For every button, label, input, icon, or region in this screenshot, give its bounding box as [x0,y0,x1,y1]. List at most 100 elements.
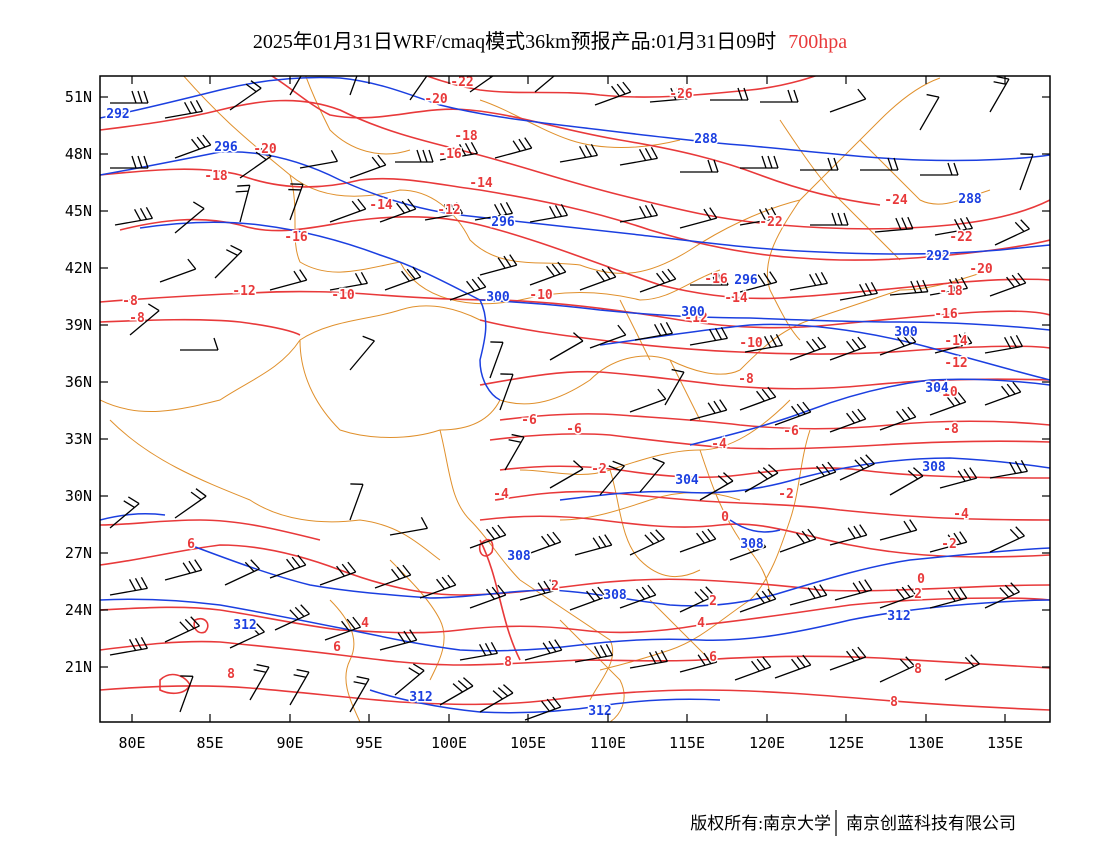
wind-barb [439,677,474,706]
wind-barb [680,159,719,173]
wind-barb [879,519,918,541]
wind-barb [774,401,812,426]
isotherm-label: -14 [369,198,393,213]
wind-barb [424,201,463,221]
wind-barb [664,368,685,406]
wind-barb [249,663,270,701]
isotherm-label: -12 [944,356,967,371]
height-label: 300 [894,325,918,340]
isotherm-label: -20 [969,262,993,277]
wind-barb [299,149,338,169]
wind-barb [289,668,310,706]
wind-barb [920,162,959,176]
isotherm-label: 6 [187,537,195,552]
wind-barb [939,467,978,489]
isotherm-label: -16 [704,272,728,287]
wind-barb [379,198,417,223]
isotherm-label: 6 [709,650,717,665]
height-label: 312 [409,690,432,705]
isotherm-label: 0 [917,572,925,587]
wind-barb [114,206,153,226]
isotherm-label: -18 [454,129,478,144]
height-label: 308 [922,460,946,475]
wind-barb [874,216,914,233]
wind-barb [129,303,160,336]
wind-barb [349,335,375,371]
wind-barb [524,696,562,721]
wind-barb [529,203,568,223]
wind-barb [179,675,194,713]
isotherm-label: -10 [331,288,355,303]
lon-label: 80E [118,734,145,752]
wind-barb [744,464,779,493]
wind-barb [349,483,364,521]
wind-barb [174,201,205,234]
wind-barb [474,201,513,221]
wind-barb [879,331,917,356]
wind-barb [829,646,867,671]
wind-barb [829,88,867,113]
lat-label: 39N [65,316,92,334]
isotherm-label: -6 [566,422,582,437]
wind-barb [829,336,867,361]
boundary-lines [100,76,991,722]
wind-barb [349,154,387,179]
wind-barb [774,654,812,679]
wind-barb [159,258,197,283]
longitude-axis: 80E 85E 90E 95E 100E 105E 110E 115E 120E 125E 130E… [118,76,1023,752]
isotherm-label: -22 [450,75,473,90]
wind-barb [629,649,668,669]
height-label: 300 [681,305,705,320]
wind-barb [110,155,149,169]
wind-barb [934,332,973,354]
wind-barb [839,281,878,301]
wind-barb [224,559,260,586]
lon-label: 110E [590,734,626,752]
wind-barb [329,198,367,223]
wind-barb [739,386,777,411]
isotherm-label: -14 [724,291,748,306]
wind-barb [994,219,1030,246]
wind-barb [989,526,1025,553]
wind-barb [639,457,665,493]
lon-label: 90E [276,734,303,752]
height-label: 308 [507,549,531,564]
wind-barb [519,579,558,601]
lon-label: 130E [908,734,944,752]
lon-label: 105E [510,734,546,752]
isotherm-label: -12 [684,311,707,326]
wind-barb [929,587,968,609]
wind-barb [639,268,677,293]
isotherm-label: -16 [934,307,958,322]
wind-barb [489,341,504,379]
wind-barb [229,80,262,111]
wind-barb [288,183,304,221]
wind-barb [629,529,665,556]
wind-barb [984,381,1022,406]
height-label: 292 [926,249,949,264]
lat-label: 42N [65,259,92,277]
wind-barb [929,391,967,416]
wind-barb [984,582,1020,609]
lat-label: 33N [65,430,92,448]
company-text: 南京创蓝科技有限公司 [846,814,1016,833]
wind-barb [479,254,518,276]
wind-barb [409,76,433,101]
isotherm-label: -10 [739,336,763,351]
isotherm-label: -18 [204,169,228,184]
wind-barb [239,148,272,179]
wind-barb [479,684,514,713]
wind-barb [109,576,148,596]
wind-barb [839,454,875,481]
wind-barb [289,76,310,96]
height-label: 312 [887,609,910,624]
wind-barb [879,584,917,609]
wind-barb [524,531,562,556]
wind-barb [619,146,658,166]
wind-barb [789,584,828,606]
isotherm-label: 4 [361,616,369,631]
height-label: 296 [734,273,758,288]
isotherm-label: -22 [759,215,782,230]
isotherm-label: 8 [227,667,235,682]
height-label: 296 [214,140,238,155]
